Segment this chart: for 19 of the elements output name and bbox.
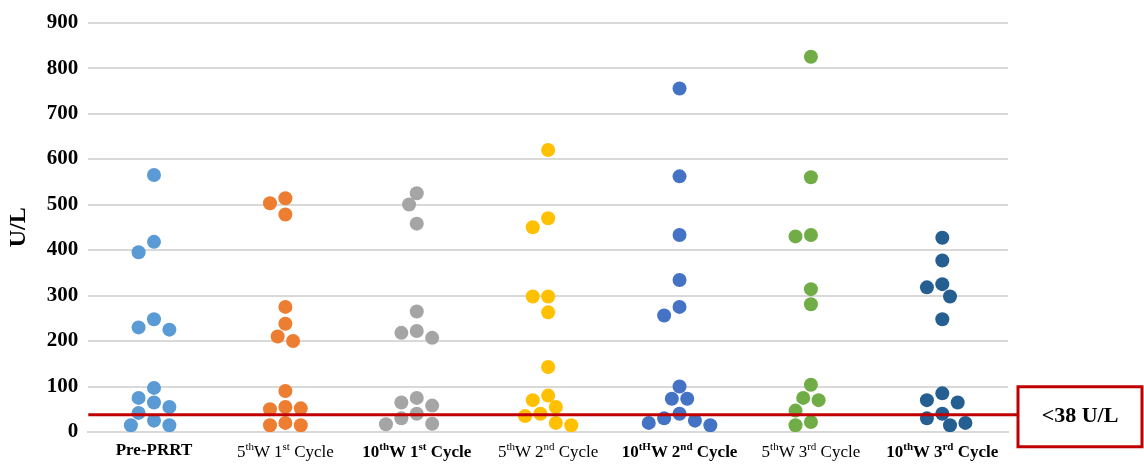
x-tick-label: 5$^{th}$W 2$^{nd}$ Cycle — [497, 440, 599, 462]
y-tick-label: 0 — [67, 418, 79, 443]
y-tick-label: 200 — [46, 327, 79, 352]
y-tick-label: 500 — [46, 190, 79, 215]
y-tick-label: 300 — [46, 281, 79, 306]
y-tick-label: 600 — [46, 145, 79, 170]
y-tick-label: 400 — [46, 236, 79, 261]
y-axis-title: U/L — [3, 207, 30, 248]
y-tick-label: 800 — [46, 54, 79, 79]
x-tick-label: Pre-PRRT — [115, 440, 193, 460]
y-tick-label: 700 — [46, 100, 79, 124]
y-tick-label: 100 — [46, 372, 79, 397]
x-tick-label: 5$^{th}$W 1$^{st}$ Cycle — [236, 440, 334, 462]
ref-line-label: <38 U/L — [1041, 402, 1119, 428]
x-tick-label: 10$^{th}$W 1$^{st}$ Cycle — [362, 440, 472, 462]
x-tick-label: 10$^{tH}$W 2$^{nd}$ Cycle — [621, 440, 738, 462]
x-tick-label: 10$^{th}$W 3$^{rd}$ Cycle — [886, 440, 999, 462]
x-tick-label: 5$^{th}$W 3$^{rd}$ Cycle — [761, 440, 861, 462]
y-tick-label: 900 — [46, 9, 79, 34]
